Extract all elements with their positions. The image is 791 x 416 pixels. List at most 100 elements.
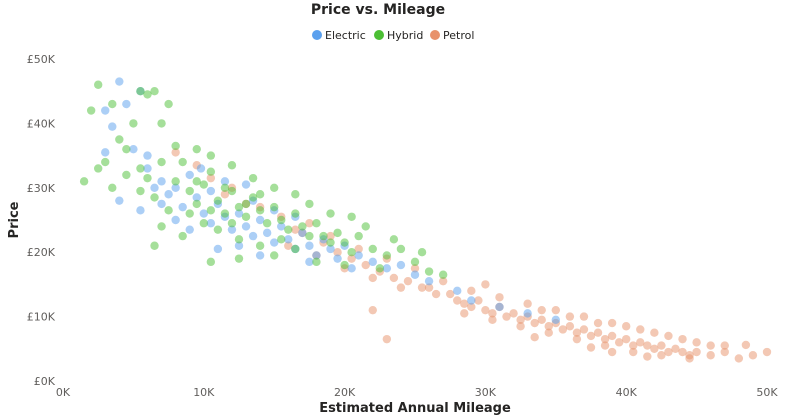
data-point[interactable] <box>206 219 216 228</box>
data-point[interactable] <box>607 331 617 341</box>
data-point[interactable] <box>734 354 744 363</box>
data-point[interactable] <box>157 222 166 231</box>
data-point[interactable] <box>579 312 589 321</box>
data-point[interactable] <box>368 244 377 254</box>
data-point[interactable] <box>312 251 321 260</box>
data-point[interactable] <box>368 257 377 267</box>
data-point[interactable] <box>629 341 638 350</box>
data-point[interactable] <box>185 225 194 234</box>
data-point[interactable] <box>255 251 265 260</box>
data-point[interactable] <box>467 302 476 312</box>
data-point[interactable] <box>227 161 237 170</box>
data-point[interactable] <box>614 338 624 347</box>
data-point[interactable] <box>241 180 251 189</box>
data-point[interactable] <box>277 215 286 225</box>
data-point[interactable] <box>185 186 194 196</box>
data-point[interactable] <box>706 341 715 350</box>
data-point[interactable] <box>664 347 673 357</box>
data-point[interactable] <box>185 170 194 180</box>
data-point[interactable] <box>234 241 244 250</box>
data-point[interactable] <box>396 244 406 254</box>
data-point[interactable] <box>192 193 201 202</box>
data-point[interactable] <box>537 315 546 325</box>
data-point[interactable] <box>382 264 392 273</box>
data-point[interactable] <box>192 199 201 209</box>
data-point[interactable] <box>255 241 265 250</box>
data-point[interactable] <box>460 309 469 318</box>
data-point[interactable] <box>164 99 173 109</box>
data-point[interactable] <box>157 177 166 186</box>
data-point[interactable] <box>178 157 187 167</box>
data-point[interactable] <box>213 244 223 254</box>
data-point[interactable] <box>291 225 300 234</box>
data-point[interactable] <box>248 173 258 183</box>
data-point[interactable] <box>115 77 124 86</box>
data-point[interactable] <box>558 325 568 334</box>
data-point[interactable] <box>333 248 342 257</box>
data-point[interactable] <box>720 341 729 350</box>
data-point[interactable] <box>481 305 490 315</box>
data-point[interactable] <box>284 241 293 250</box>
data-point[interactable] <box>424 267 434 276</box>
data-point[interactable] <box>143 90 152 99</box>
data-point[interactable] <box>396 283 406 292</box>
data-point[interactable] <box>129 144 138 154</box>
data-point[interactable] <box>572 328 582 337</box>
data-point[interactable] <box>741 340 751 350</box>
data-point[interactable] <box>671 344 680 353</box>
legend[interactable]: Electric Hybrid Petrol <box>312 29 474 42</box>
data-point[interactable] <box>333 254 342 263</box>
data-point[interactable] <box>171 183 180 192</box>
data-point[interactable] <box>206 167 216 176</box>
data-point[interactable] <box>347 254 356 263</box>
data-point[interactable] <box>382 251 392 260</box>
data-point[interactable] <box>270 251 279 260</box>
data-point[interactable] <box>347 248 356 257</box>
data-point[interactable] <box>79 177 89 186</box>
data-point[interactable] <box>234 254 244 263</box>
data-point[interactable] <box>262 228 272 238</box>
data-point[interactable] <box>607 347 617 357</box>
data-point[interactable] <box>523 309 532 318</box>
data-point[interactable] <box>319 231 328 241</box>
data-point[interactable] <box>192 177 201 186</box>
data-point[interactable] <box>565 312 575 321</box>
data-point[interactable] <box>270 183 279 192</box>
data-point[interactable] <box>206 206 216 215</box>
data-point[interactable] <box>136 186 145 196</box>
data-point[interactable] <box>157 119 166 128</box>
data-point[interactable] <box>227 186 237 196</box>
data-point[interactable] <box>206 186 216 196</box>
data-point[interactable] <box>122 144 131 154</box>
data-point[interactable] <box>530 333 539 342</box>
data-point[interactable] <box>396 260 406 270</box>
data-point[interactable] <box>248 193 258 202</box>
data-point[interactable] <box>438 270 448 279</box>
data-point[interactable] <box>255 215 265 225</box>
legend-item-hybrid[interactable]: Hybrid <box>374 29 423 42</box>
data-point[interactable] <box>192 144 201 154</box>
data-point[interactable] <box>424 276 434 286</box>
data-point[interactable] <box>347 212 356 221</box>
data-point[interactable] <box>206 173 216 183</box>
data-point[interactable] <box>762 347 772 357</box>
data-point[interactable] <box>586 331 596 341</box>
plot-area[interactable] <box>79 77 772 363</box>
data-point[interactable] <box>206 257 216 267</box>
data-point[interactable] <box>150 87 159 96</box>
data-point[interactable] <box>122 170 131 180</box>
data-point[interactable] <box>410 264 420 273</box>
data-point[interactable] <box>551 305 560 315</box>
data-point[interactable] <box>136 87 145 96</box>
data-point[interactable] <box>157 157 166 167</box>
data-point[interactable] <box>636 338 645 347</box>
data-point[interactable] <box>206 151 216 160</box>
data-point[interactable] <box>305 199 314 209</box>
data-point[interactable] <box>410 257 420 267</box>
data-point[interactable] <box>537 305 546 315</box>
data-point[interactable] <box>509 309 518 318</box>
data-point[interactable] <box>115 135 124 144</box>
data-point[interactable] <box>143 164 152 173</box>
data-point[interactable] <box>403 276 413 286</box>
data-point[interactable] <box>178 231 187 241</box>
